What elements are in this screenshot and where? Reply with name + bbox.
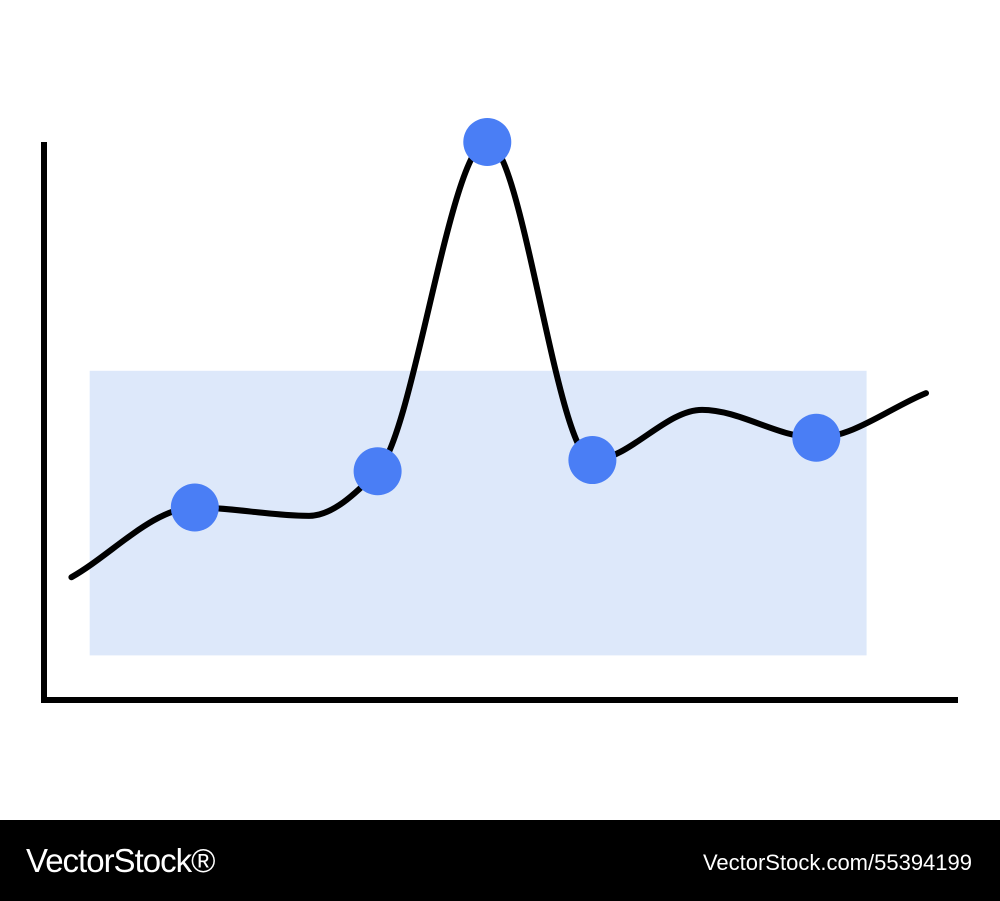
data-point-3 — [463, 118, 512, 166]
data-point-1 — [170, 483, 219, 532]
data-point-2 — [353, 447, 402, 496]
image-id-text: VectorStock.com/55394199 — [702, 850, 972, 875]
watermark-footer: VectorStock® VectorStock.com/55394199 — [0, 820, 1000, 901]
data-point-5 — [792, 413, 841, 462]
line-chart — [41, 118, 958, 703]
data-point-4 — [568, 436, 617, 485]
vectorstock-logo: VectorStock® — [26, 842, 215, 879]
